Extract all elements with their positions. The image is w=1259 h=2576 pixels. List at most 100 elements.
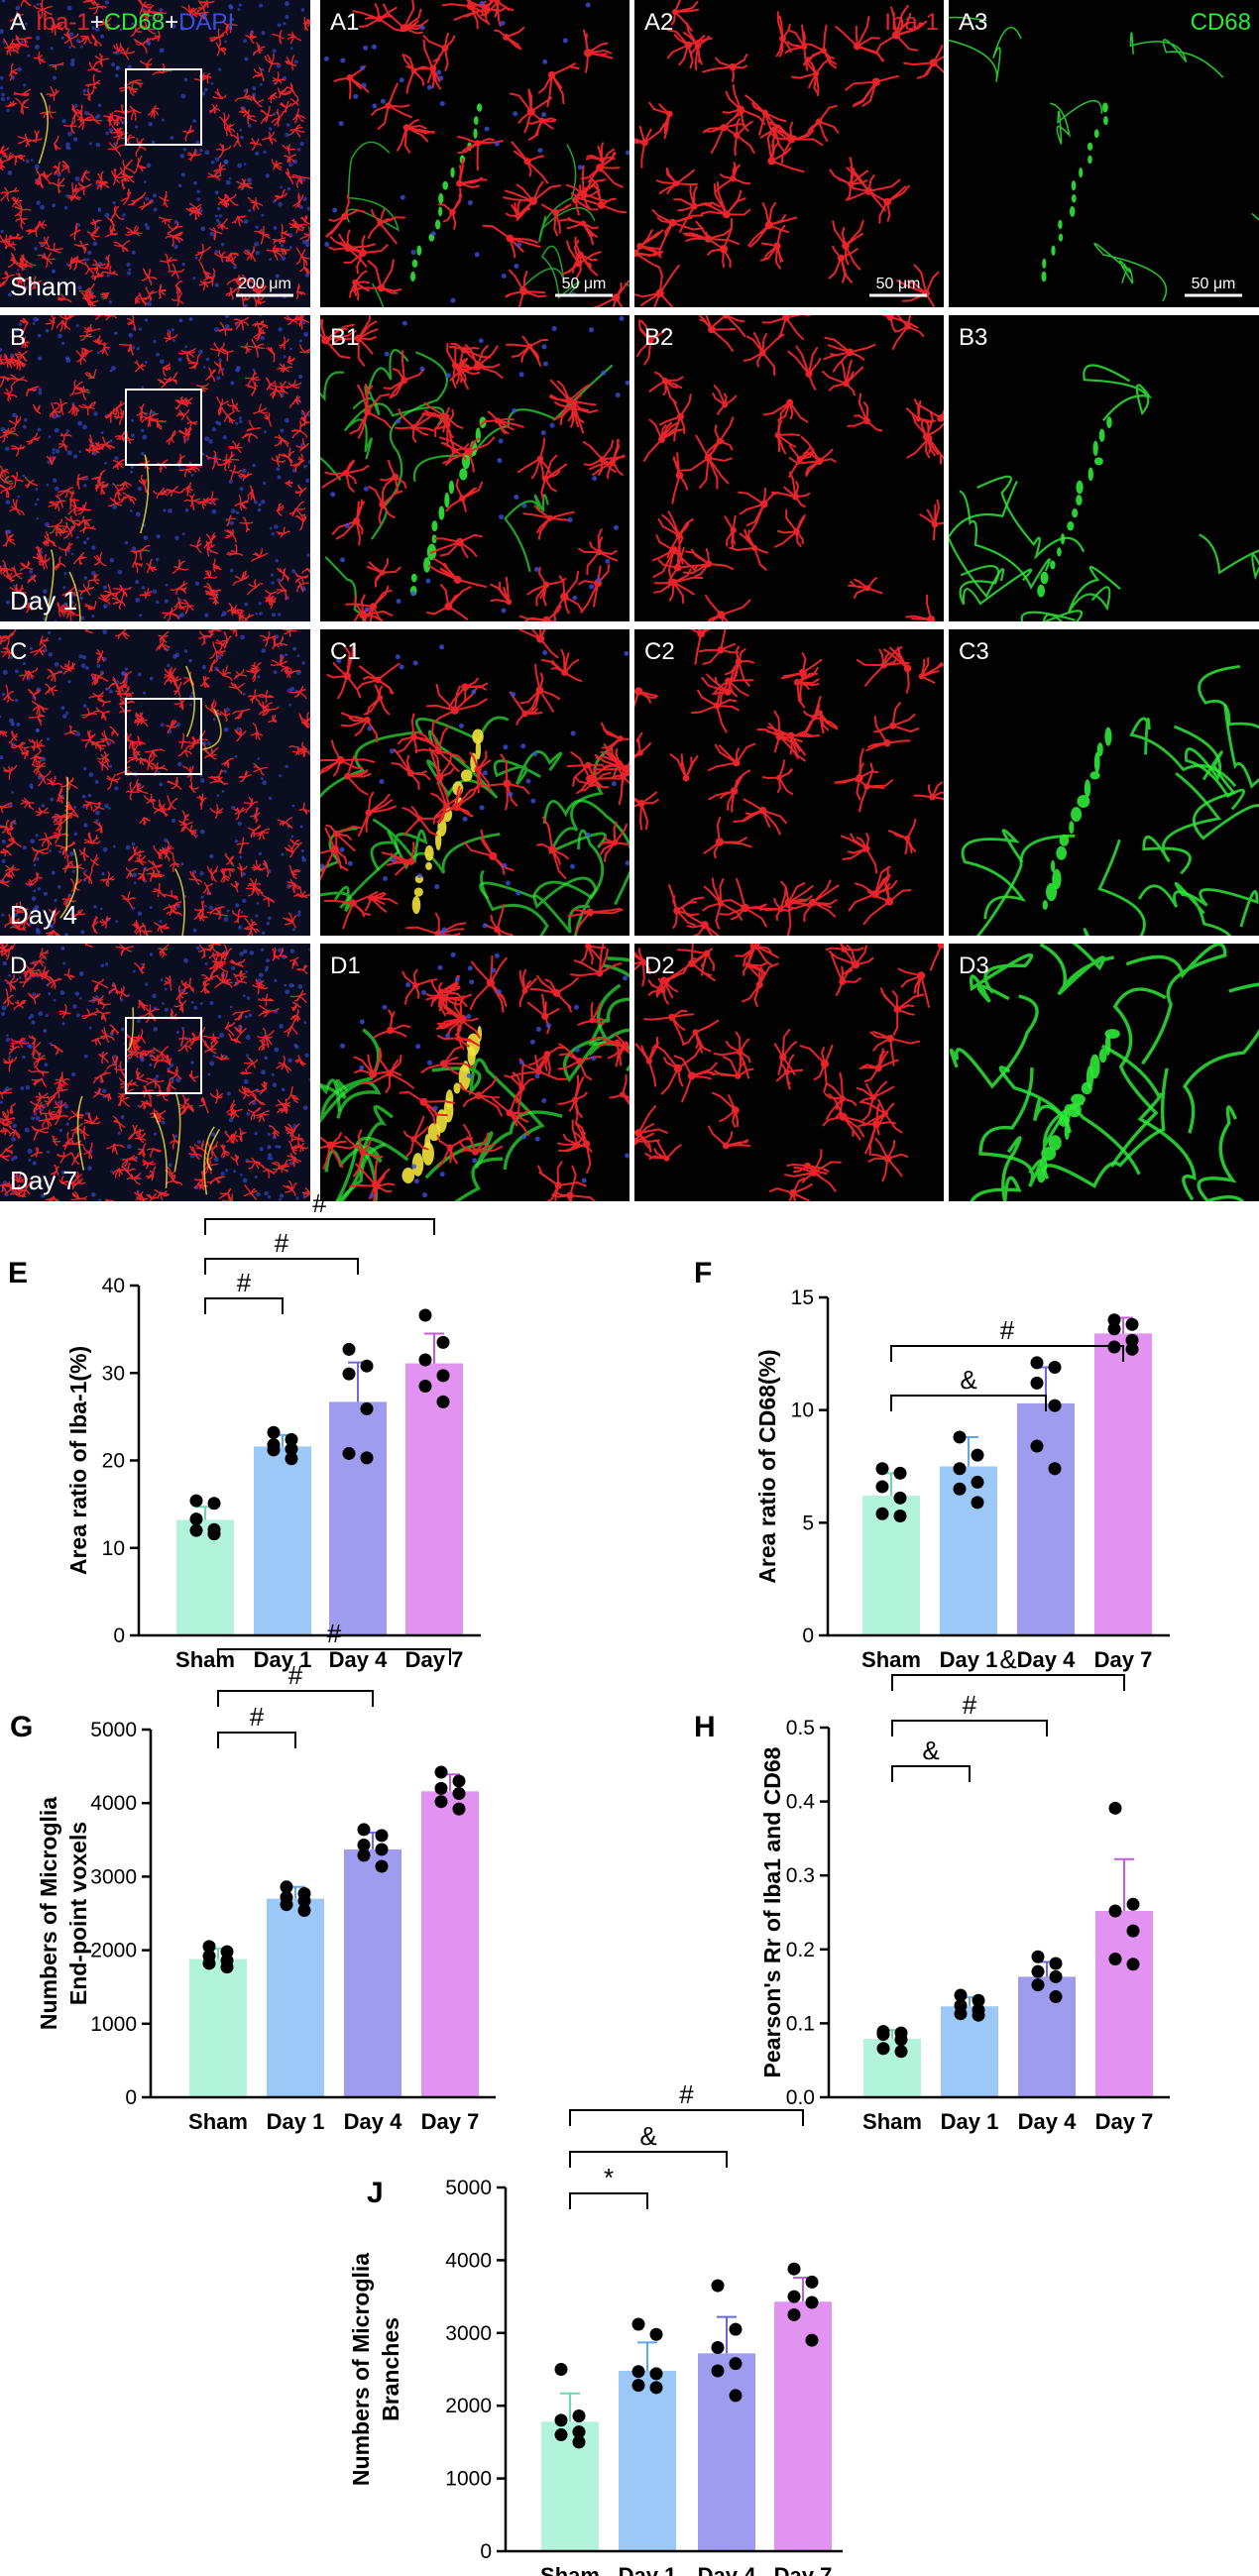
microglia-small-processes bbox=[113, 240, 131, 253]
microglia-small-processes bbox=[209, 804, 223, 819]
microglia-cell-soma bbox=[735, 1072, 742, 1079]
microglia-small-soma bbox=[23, 38, 26, 41]
microglia-small-soma bbox=[212, 563, 215, 566]
microglia-small-soma bbox=[8, 431, 11, 435]
microglia-small-soma bbox=[243, 96, 246, 99]
dapi-nucleus bbox=[57, 884, 61, 889]
dapi-nucleus bbox=[49, 924, 55, 929]
microglia-small-soma bbox=[226, 414, 229, 417]
microglia-cell-soma bbox=[416, 816, 423, 822]
dapi-nucleus bbox=[258, 972, 264, 978]
microglia-cell-soma bbox=[783, 1068, 790, 1075]
microglia-small-processes bbox=[295, 964, 308, 974]
microglia-small-soma bbox=[188, 984, 191, 987]
microglia-small-soma bbox=[160, 642, 163, 646]
microglia-small-soma bbox=[202, 634, 206, 638]
microglia-small-processes bbox=[188, 1145, 203, 1160]
microglia-cell-soma bbox=[786, 398, 794, 406]
microglia-small-processes bbox=[28, 1065, 50, 1077]
microglia-small-processes bbox=[253, 42, 266, 56]
microglia-small-processes bbox=[125, 781, 142, 801]
dapi-nucleus bbox=[73, 104, 78, 108]
cd68-cluster bbox=[431, 534, 437, 544]
data-point bbox=[1107, 1322, 1121, 1336]
dapi-nucleus bbox=[244, 56, 249, 61]
microglia-small-soma bbox=[281, 231, 284, 234]
microglia-small-soma bbox=[53, 979, 56, 983]
microglia-small-soma bbox=[172, 490, 174, 493]
dapi-nucleus bbox=[242, 994, 246, 997]
microglia-cell-processes bbox=[920, 411, 944, 459]
microglia-small-processes bbox=[216, 218, 229, 231]
dapi-nucleus bbox=[261, 213, 265, 217]
microglia-small-processes bbox=[106, 1144, 125, 1156]
panel-background bbox=[949, 944, 1259, 1201]
dapi-nucleus bbox=[0, 348, 3, 353]
dapi-nucleus bbox=[514, 495, 519, 501]
panel-letter: D bbox=[10, 952, 27, 979]
microglia-small-soma bbox=[283, 1063, 286, 1065]
dapi-nucleus bbox=[144, 360, 148, 364]
microglia-small-processes bbox=[166, 904, 183, 917]
microglia-small-processes bbox=[182, 977, 194, 992]
microglia-small-soma bbox=[68, 730, 72, 734]
data-point bbox=[954, 1988, 968, 2002]
microglia-small-soma bbox=[197, 1182, 200, 1186]
panel-content bbox=[634, 0, 944, 307]
dapi-nucleus bbox=[63, 572, 67, 576]
microglia-small-processes bbox=[230, 880, 239, 893]
microglia-small-soma bbox=[9, 867, 12, 871]
microglia-small-processes bbox=[112, 1168, 125, 1178]
microglia-small-processes bbox=[178, 732, 191, 749]
panel-letter: G bbox=[10, 1711, 33, 1743]
microglia-small-processes bbox=[247, 689, 265, 704]
microglia-cell-soma bbox=[566, 1191, 574, 1199]
microglia-small-soma bbox=[283, 341, 286, 345]
microglia-small-processes bbox=[215, 42, 227, 56]
cd68-cluster bbox=[1092, 440, 1098, 457]
significance-bracket bbox=[217, 1690, 374, 1707]
dapi-nucleus bbox=[217, 1014, 222, 1019]
microglia-small-soma bbox=[246, 280, 249, 282]
microglia-small-processes bbox=[220, 193, 239, 206]
microglia-small-soma bbox=[142, 1149, 145, 1152]
dapi-nucleus bbox=[275, 274, 280, 279]
dapi-nucleus bbox=[271, 532, 275, 536]
microglia-cell-soma bbox=[495, 0, 501, 6]
microglia-small-processes bbox=[47, 975, 62, 989]
dapi-nucleus bbox=[211, 1132, 216, 1137]
dapi-nucleus bbox=[336, 658, 342, 664]
microglia-small-soma bbox=[124, 677, 127, 680]
microglia-small-soma bbox=[123, 692, 127, 696]
cd68-vessel bbox=[370, 831, 501, 874]
microglia-small-soma bbox=[18, 276, 21, 279]
microglia-small-processes bbox=[11, 901, 29, 914]
microglia-small-soma bbox=[304, 415, 307, 418]
dapi-nucleus bbox=[261, 499, 266, 504]
dapi-nucleus bbox=[124, 667, 128, 671]
microglia-small-processes bbox=[166, 674, 182, 683]
microglia-small-soma bbox=[77, 557, 80, 559]
microglia-small-soma bbox=[127, 196, 130, 199]
microglia-small-soma bbox=[268, 137, 271, 140]
dapi-nucleus bbox=[412, 660, 418, 666]
dapi-nucleus bbox=[372, 103, 378, 109]
microglia-small-soma bbox=[233, 609, 236, 612]
microglia-cell-soma bbox=[779, 35, 786, 43]
dapi-nucleus bbox=[286, 123, 290, 127]
microglia-cell-processes bbox=[540, 648, 583, 683]
microglia-small-soma bbox=[6, 191, 10, 194]
microglia-cell-soma bbox=[610, 458, 617, 465]
data-point bbox=[876, 2028, 890, 2042]
microglia-small-processes bbox=[232, 708, 251, 720]
microglia-small-soma bbox=[168, 1063, 172, 1065]
microglia-small-processes bbox=[189, 202, 202, 216]
panel-letter: C2 bbox=[644, 638, 675, 665]
dapi-nucleus bbox=[216, 206, 221, 211]
microglia-cell-processes bbox=[325, 824, 363, 854]
dapi-nucleus bbox=[99, 34, 105, 39]
microglia-small-soma bbox=[6, 693, 10, 697]
dapi-nucleus bbox=[479, 805, 485, 811]
dapi-nucleus bbox=[57, 333, 62, 339]
